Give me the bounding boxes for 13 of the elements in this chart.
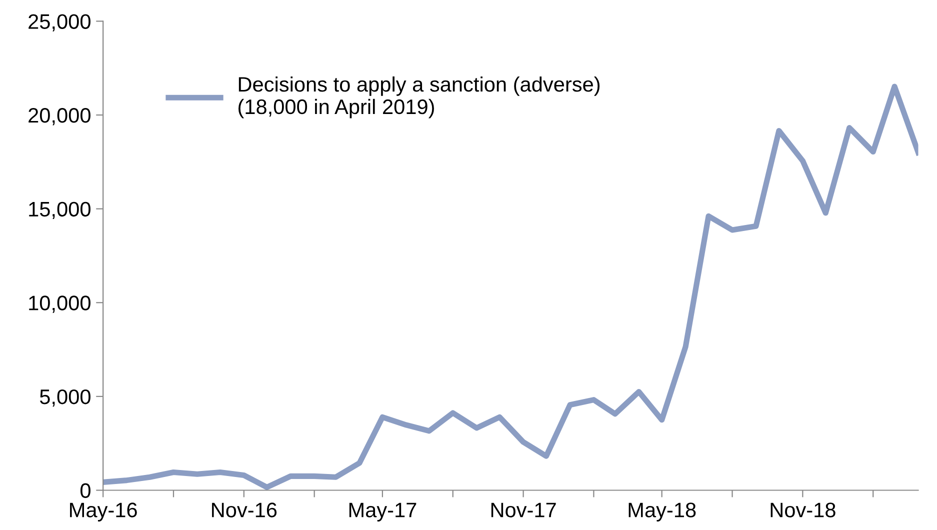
legend-label: Decisions to apply a sanction (adverse) (18,000 in April 2019) (238, 76, 600, 118)
x-tick-label: Nov-17 (491, 502, 556, 518)
x-tick-label: May-17 (349, 502, 416, 522)
x-tick-label: Nov-16 (212, 502, 277, 518)
y-tick-label: 15,000 (29, 202, 90, 220)
y-tick-label: 20,000 (28, 108, 90, 126)
x-tick-label: May-16 (70, 502, 137, 522)
y-tick-label: 10,000 (29, 296, 90, 313)
x-tick-label: May-18 (628, 502, 696, 522)
y-tick-label: 0 (80, 483, 90, 498)
y-tick-label: 25,000 (28, 14, 90, 32)
x-tick-label: Nov-18 (770, 502, 836, 518)
y-tick-label: 5,000 (40, 389, 90, 407)
